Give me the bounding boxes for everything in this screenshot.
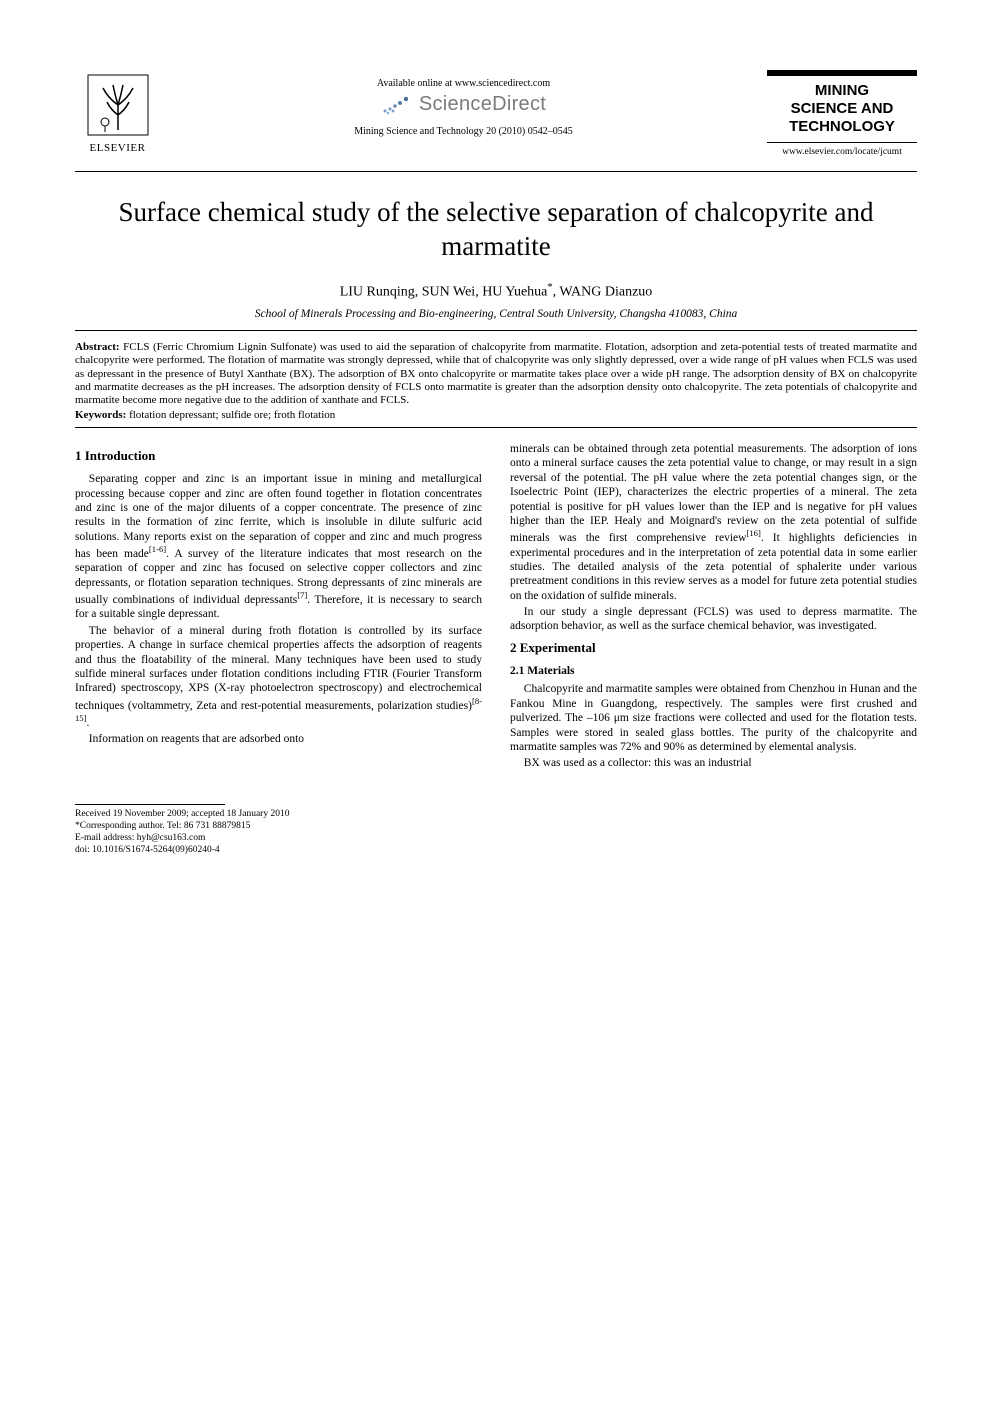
footnote-rule <box>75 804 225 805</box>
sciencedirect-label: ScienceDirect <box>419 93 546 116</box>
available-online-text: Available online at www.sciencedirect.co… <box>160 78 767 89</box>
header-rule <box>75 171 917 172</box>
journal-name-line1: MINING <box>767 82 917 100</box>
intro-paragraph-4: minerals can be obtained through zeta po… <box>510 442 917 603</box>
intro-paragraph-1: Separating copper and zinc is an importa… <box>75 472 482 621</box>
journal-name: MINING SCIENCE AND TECHNOLOGY <box>767 70 917 142</box>
journal-name-line3: TECHNOLOGY <box>767 118 917 136</box>
footnote-doi: doi: 10.1016/S1674-5264(09)60240-4 <box>75 845 482 857</box>
center-header: Available online at www.sciencedirect.co… <box>160 70 767 137</box>
affiliation: School of Minerals Processing and Bio-en… <box>75 308 917 320</box>
footnotes: Received 19 November 2009; accepted 18 J… <box>75 809 482 857</box>
journal-header: ELSEVIER Available online at www.science… <box>75 70 917 157</box>
materials-paragraph-2: BX was used as a collector: this was an … <box>510 756 917 770</box>
journal-citation: Mining Science and Technology 20 (2010) … <box>160 126 767 137</box>
footnote-email: E-mail address: hyh@csu163.com <box>75 833 482 845</box>
body-columns: 1 Introduction Separating copper and zin… <box>75 442 917 857</box>
abstract-label: Abstract: <box>75 341 120 353</box>
footnote-received: Received 19 November 2009; accepted 18 J… <box>75 809 482 821</box>
article-title: Surface chemical study of the selective … <box>75 196 917 264</box>
sciencedirect-dots-icon <box>381 95 411 115</box>
sciencedirect-row: ScienceDirect <box>160 93 767 116</box>
journal-name-line2: SCIENCE AND <box>767 100 917 118</box>
elsevier-tree-icon <box>83 70 153 140</box>
materials-paragraph-1: Chalcopyrite and marmatite samples were … <box>510 682 917 754</box>
author-list: LIU Runqing, SUN Wei, HU Yuehua*, WANG D… <box>75 282 917 301</box>
journal-title-box: MINING SCIENCE AND TECHNOLOGY www.elsevi… <box>767 70 917 157</box>
footnote-corresponding: *Corresponding author. Tel: 86 731 88879… <box>75 821 482 833</box>
keywords-block: Keywords: flotation depressant; sulfide … <box>75 409 917 421</box>
journal-url: www.elsevier.com/locate/jcumt <box>767 142 917 157</box>
elsevier-logo: ELSEVIER <box>75 70 160 154</box>
right-column: minerals can be obtained through zeta po… <box>510 442 917 857</box>
section-heading-experimental: 2 Experimental <box>510 640 917 656</box>
intro-paragraph-3: Information on reagents that are adsorbe… <box>75 732 482 746</box>
left-column: 1 Introduction Separating copper and zin… <box>75 442 482 857</box>
intro-paragraph-2: The behavior of a mineral during froth f… <box>75 624 482 730</box>
section-heading-intro: 1 Introduction <box>75 448 482 464</box>
keywords-label: Keywords: <box>75 409 126 421</box>
abstract-text: FCLS (Ferric Chromium Lignin Sulfonate) … <box>75 341 917 406</box>
subsection-heading-materials: 2.1 Materials <box>510 664 917 678</box>
keywords-text: flotation depressant; sulfide ore; froth… <box>129 409 335 421</box>
title-rule <box>75 330 917 331</box>
abstract-block: Abstract: FCLS (Ferric Chromium Lignin S… <box>75 341 917 407</box>
intro-paragraph-5: In our study a single depressant (FCLS) … <box>510 605 917 634</box>
elsevier-label: ELSEVIER <box>90 142 146 154</box>
abstract-rule <box>75 427 917 428</box>
